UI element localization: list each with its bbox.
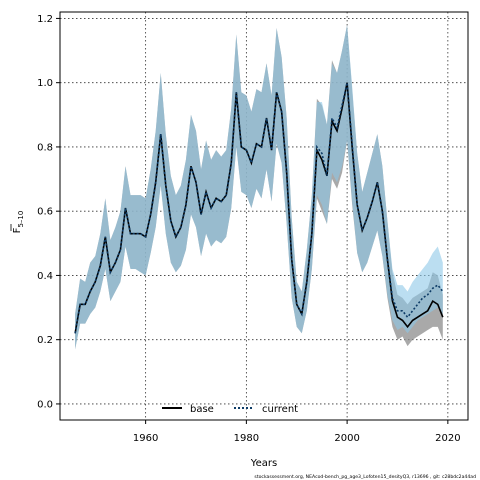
y-axis-title-main: F: [12, 227, 23, 233]
band-current: [75, 24, 443, 350]
y-tick-label: 0.4: [37, 271, 53, 282]
legend-label-base: base: [190, 404, 214, 415]
y-tick-label: 0.0: [37, 399, 53, 410]
y-tick-label: 0.6: [37, 207, 53, 218]
y-axis-title: F5–10: [10, 211, 25, 234]
x-axis-title: Years: [250, 458, 277, 469]
x-tick-label: 1960: [133, 433, 158, 444]
y-tick-label: 1.0: [37, 78, 53, 89]
line-base: [74, 82, 444, 334]
legend: base current: [162, 404, 298, 415]
y-axis-title-subscript: 5–10: [17, 211, 25, 228]
y-tick-label: 1.2: [37, 14, 53, 25]
y-tick-label: 0.2: [37, 335, 53, 346]
plot-frame: [59, 11, 469, 421]
x-tick-label: 2000: [334, 433, 359, 444]
x-tick-label: 2020: [435, 433, 460, 444]
footer-text: stockassessment.org, NEAcod-bench_pg_age…: [254, 474, 476, 480]
series-lines: [74, 82, 444, 334]
y-tick-label: 0.8: [37, 142, 53, 153]
svg-text:F5–10: F5–10: [12, 211, 25, 234]
x-tick-label: 1980: [234, 433, 259, 444]
confidence-bands: [75, 24, 443, 350]
legend-label-current: current: [262, 404, 298, 415]
axis-ticks: 0.0 0.2 0.4 0.6 0.8 1.0 1.2 1960 1980 2000 2020: [37, 14, 460, 444]
